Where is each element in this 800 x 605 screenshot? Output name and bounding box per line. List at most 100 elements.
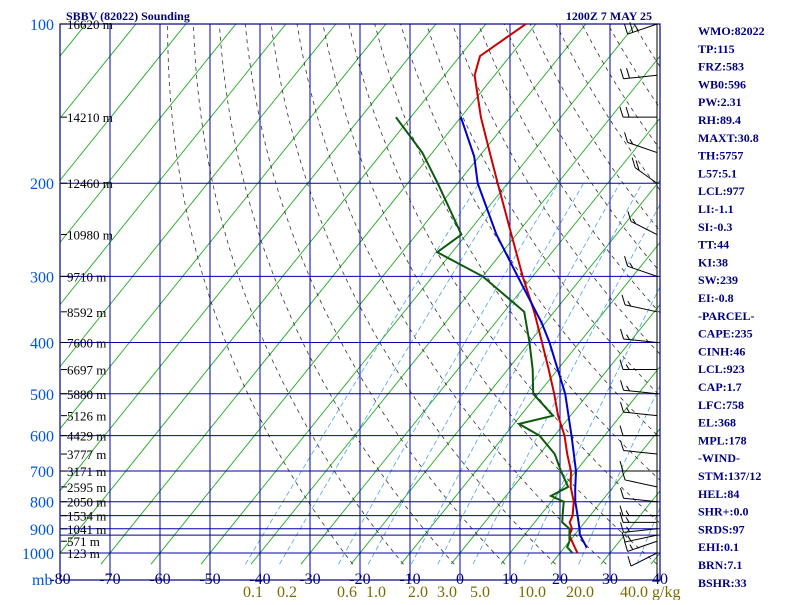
barb-shaft — [628, 541, 657, 551]
wind-barb — [620, 461, 657, 471]
barb-flag — [621, 522, 624, 532]
pressure-tick-label: 600 — [30, 429, 54, 446]
barb-flag — [621, 69, 624, 79]
temperature-tick-label: 10 — [502, 571, 518, 588]
sounding-index: LCL:923 — [698, 362, 745, 376]
sounding-index: TH:5757 — [698, 149, 743, 163]
mixing-ratio-tick-label: 0.6 — [337, 584, 357, 600]
mixing-ratio-unit-label: g/kg — [652, 584, 680, 600]
barb-flag — [620, 426, 623, 436]
barb-shaft — [624, 412, 657, 416]
sounding-index: WB0:596 — [698, 77, 746, 91]
sounding-index: BSHR:33 — [698, 576, 747, 590]
barb-flag — [628, 556, 631, 566]
pressure-tick-label: 100 — [30, 17, 54, 34]
sounding-index: MPL:178 — [698, 433, 747, 447]
height-label: 14210 m — [67, 110, 113, 125]
barb-flag — [622, 295, 625, 305]
isotherm-line — [51, 0, 505, 564]
height-label: 6697 m — [67, 363, 106, 378]
isotherm-line — [251, 0, 705, 564]
height-label: 8592 m — [67, 305, 106, 320]
mixing-ratio-tick-label: 2.0 — [408, 584, 428, 600]
pressure-tick-label: 700 — [30, 464, 54, 481]
barb-flag — [626, 511, 629, 516]
height-label: 2050 m — [67, 495, 106, 510]
sounding-index: SRDS:97 — [698, 522, 745, 536]
sounding-index: HEL:84 — [698, 487, 739, 501]
pressure-tick-label: 1000 — [22, 546, 54, 563]
height-label: 5880 m — [67, 387, 106, 402]
chart-time: 1200Z 7 MAY 25 — [566, 9, 652, 23]
temperature-tick-label: 0 — [456, 571, 464, 588]
barb-flag — [621, 380, 624, 390]
sounding-index: RH:89.4 — [698, 113, 741, 127]
dry-adiabat-line — [193, 0, 404, 564]
barb-flag — [621, 329, 624, 339]
sounding-index: SHR+:0.0 — [698, 505, 749, 519]
isotherm-line — [0, 0, 405, 564]
mixing-ratio-line — [339, 183, 559, 564]
isotherm-line — [201, 0, 655, 564]
mixing-ratio-tick-label: 20.0 — [566, 584, 594, 600]
wind-barb — [620, 360, 657, 370]
barb-flag — [626, 107, 629, 117]
height-label: 2595 m — [67, 480, 106, 495]
barb-shaft — [625, 480, 657, 487]
dry-adiabat-line — [268, 0, 555, 564]
barb-flag — [630, 545, 633, 550]
barb-flag — [625, 24, 628, 34]
temperature-tick-label: -80 — [49, 571, 70, 588]
mixing-ratio-tick-label: 0.1 — [243, 584, 263, 600]
sounding-index: SW:239 — [698, 273, 738, 287]
mixing-ratio-tick-label: 10.0 — [518, 584, 546, 600]
barb-flag — [625, 256, 628, 266]
wind-barb — [628, 553, 657, 566]
barb-flag — [620, 107, 623, 117]
isotherms — [0, 0, 800, 564]
sounding-index: -PARCEL- — [698, 309, 754, 323]
height-label: 5126 m — [67, 409, 106, 424]
isotherm-line — [551, 0, 800, 564]
pressure-tick-label: 300 — [30, 269, 54, 286]
barb-flag — [621, 488, 624, 498]
wind-barb — [620, 506, 657, 516]
dry-adiabat-line — [570, 0, 800, 564]
sounding-index: LCL:977 — [698, 184, 745, 198]
mixing-ratio-tick-label: 3.0 — [437, 584, 457, 600]
mixing-ratio-tick-label: 1.0 — [366, 584, 386, 600]
pressure-tick-label: 400 — [30, 335, 54, 352]
sounding-index: -WIND- — [698, 451, 740, 465]
barb-flag — [625, 541, 628, 551]
barb-shaft — [624, 498, 657, 502]
barb-shaft — [628, 266, 657, 276]
dry-adiabat-line — [243, 0, 505, 564]
barb-shaft — [631, 553, 657, 566]
barb-flag — [627, 68, 630, 78]
sounding-profiles — [396, 24, 587, 553]
wind-barbs — [620, 22, 657, 580]
wind-barb — [621, 68, 657, 79]
chart-title: SBBV (82022) Sounding — [66, 9, 190, 23]
temperature-tick-label: 30 — [602, 571, 618, 588]
sounding-index: CAP:1.7 — [698, 380, 742, 394]
sounding-index: EHI:0.1 — [698, 540, 739, 554]
mixing-ratio-tick-label: 0.2 — [277, 584, 297, 600]
barb-flag — [621, 402, 624, 412]
wind-barb — [620, 426, 657, 436]
temperature-tick-label: -30 — [299, 571, 320, 588]
height-label: 10980 m — [67, 228, 113, 243]
height-label: 3171 m — [67, 464, 106, 479]
wind-barb — [625, 541, 657, 551]
sounding-index: FRZ:583 — [698, 60, 744, 74]
barb-shaft — [624, 339, 657, 343]
barb-shaft — [628, 142, 657, 152]
wind-barb — [621, 488, 657, 502]
sounding-index: KI:38 — [698, 255, 728, 269]
pressure-tick-label: 500 — [30, 387, 54, 404]
sounding-index: L57:5.1 — [698, 166, 737, 180]
